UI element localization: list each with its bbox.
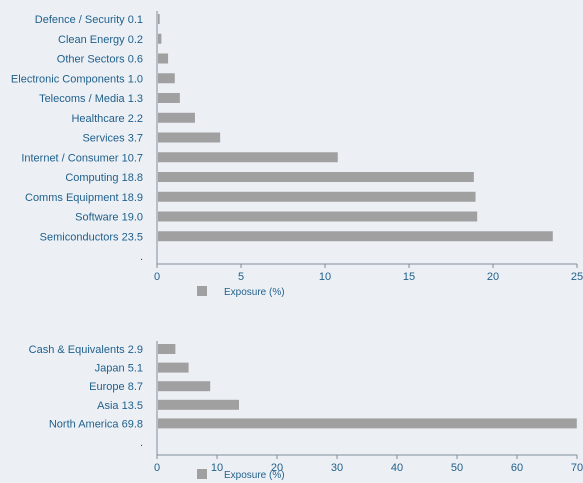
category-label: Semiconductors 23.5 bbox=[40, 231, 143, 243]
bar bbox=[158, 14, 160, 24]
x-tick-label: 40 bbox=[391, 462, 403, 474]
category-label: Japan 5.1 bbox=[95, 363, 143, 375]
bar bbox=[158, 132, 221, 143]
bar bbox=[158, 112, 195, 123]
bar bbox=[158, 73, 175, 84]
category-label: Software 19.0 bbox=[75, 212, 143, 224]
category-label: Clean Energy 0.2 bbox=[58, 34, 143, 46]
x-tick-label: 0 bbox=[154, 271, 160, 283]
category-label: Europe 8.7 bbox=[89, 381, 143, 393]
bar bbox=[158, 33, 162, 44]
bar bbox=[158, 172, 474, 182]
category-label: Internet / Consumer 10.7 bbox=[21, 152, 143, 164]
x-tick-label: 5 bbox=[238, 271, 244, 283]
x-tick-label: 10 bbox=[211, 462, 223, 474]
legend-label: Exposure (%) bbox=[224, 287, 285, 298]
x-tick-label: 50 bbox=[451, 462, 463, 474]
bar bbox=[158, 399, 239, 410]
category-label: Electronic Components 1.0 bbox=[11, 73, 143, 85]
category-label: Cash & Equivalents 2.9 bbox=[29, 344, 143, 356]
bar bbox=[158, 344, 176, 354]
x-tick-label: 25 bbox=[571, 271, 583, 283]
chart-1: Defence / Security 0.1 Clean Energy 0.2 Ot… bbox=[11, 11, 583, 298]
category-label: Computing 18.8 bbox=[65, 172, 143, 184]
x-tick-label: 60 bbox=[511, 462, 523, 474]
bar bbox=[158, 93, 180, 103]
x-tick-label: 20 bbox=[487, 271, 499, 283]
category-label: Defence / Security 0.1 bbox=[35, 14, 143, 26]
category-label: Telecoms / Media 1.3 bbox=[39, 93, 143, 105]
legend-swatch bbox=[197, 286, 207, 296]
bar bbox=[158, 381, 211, 392]
category-label: Healthcare 2.2 bbox=[71, 113, 143, 125]
chart-2: Cash & Equivalents 2.9 Japan 5.1 Europe 8.… bbox=[29, 341, 583, 481]
bar bbox=[158, 191, 476, 202]
category-label: North America 69.8 bbox=[49, 418, 143, 430]
bar bbox=[158, 362, 189, 373]
category-label: Services 3.7 bbox=[82, 133, 143, 145]
category-label: . bbox=[140, 251, 143, 263]
x-tick-label: 15 bbox=[403, 271, 415, 283]
x-tick-label: 0 bbox=[154, 462, 160, 474]
x-tick-label: 30 bbox=[331, 462, 343, 474]
legend-label: Exposure (%) bbox=[224, 470, 285, 481]
bar bbox=[158, 231, 553, 242]
x-tick-label: 70 bbox=[571, 462, 583, 474]
bar bbox=[158, 152, 338, 163]
legend-swatch bbox=[197, 469, 207, 479]
bar bbox=[158, 418, 577, 429]
x-tick-label: 20 bbox=[271, 462, 283, 474]
category-label: Comms Equipment 18.9 bbox=[25, 192, 143, 204]
category-label: Other Sectors 0.6 bbox=[57, 54, 143, 66]
bar bbox=[158, 53, 169, 64]
x-tick-label: 10 bbox=[319, 271, 331, 283]
bar bbox=[158, 211, 478, 222]
category-label: . bbox=[140, 437, 143, 449]
category-label: Asia 13.5 bbox=[97, 400, 143, 412]
